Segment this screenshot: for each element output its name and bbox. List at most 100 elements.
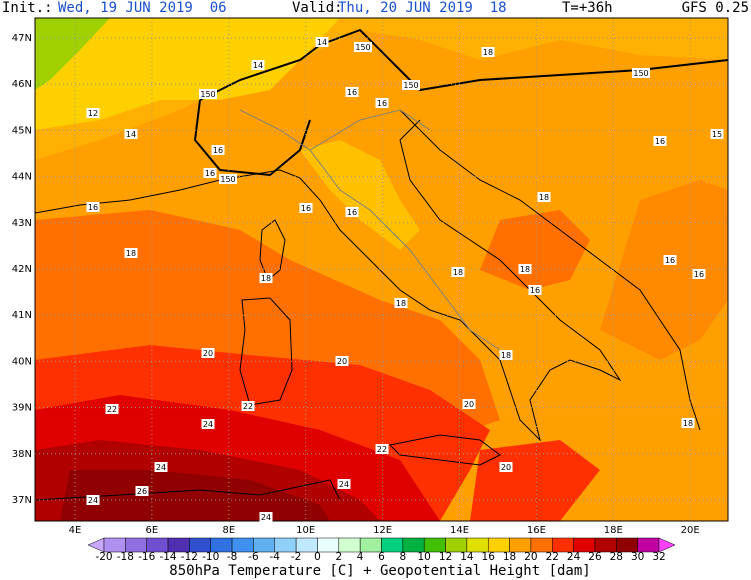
colorbar-box [381, 537, 404, 553]
lead-time: T=+36h [562, 0, 613, 16]
contour-label: 150 [355, 43, 370, 52]
lat-label: 44N [12, 172, 32, 183]
lat-label: 46N [12, 79, 32, 90]
colorbar-box [573, 537, 596, 553]
contour-label: 14 [253, 61, 263, 70]
contour-label: 16 [88, 203, 98, 212]
contour-label-box [375, 98, 389, 108]
contour-label: 16 [377, 99, 387, 108]
colorbar-box [466, 537, 489, 553]
colorbar-box [509, 537, 532, 553]
colorbar-box [338, 537, 361, 553]
contour-label-box [345, 207, 359, 217]
colorbar-tick-label: -10 [202, 551, 219, 563]
valid-label: Valid: [292, 0, 343, 16]
contour-label-box [335, 356, 349, 366]
colorbar-tick-label: 2 [335, 551, 342, 563]
contour-label: 20 [337, 357, 347, 366]
colorbar-box [189, 537, 211, 553]
contour-label-box [710, 129, 724, 139]
contour-label: 18 [683, 419, 693, 428]
contour-label: 18 [126, 249, 136, 258]
lon-label: 4E [69, 525, 82, 536]
contour-label: 24 [203, 420, 213, 429]
lon-label: 6E [146, 525, 159, 536]
contour-label: 16 [694, 270, 704, 279]
borders [239, 109, 501, 351]
contour-label-box [537, 192, 551, 202]
colorbar-box [402, 537, 425, 553]
contour-label: 12 [88, 109, 98, 118]
lat-label: 39N [12, 403, 32, 414]
colorbar-tick-label: 20 [524, 551, 537, 563]
lat-label: 47N [12, 33, 32, 44]
colorbar-tick-label: -14 [159, 551, 176, 563]
contour-label-box [451, 267, 465, 277]
contour-label: 150 [200, 90, 215, 99]
colorbar-box [594, 537, 617, 553]
contour-label-box [481, 47, 495, 57]
contour-label-box [345, 87, 359, 97]
colorbar-tick-label: 14 [460, 551, 474, 563]
valid-time: Thu, 20 JUN 2019 18 [338, 0, 507, 16]
contour-label: 16 [347, 208, 357, 217]
colorbar-tick-label: -12 [181, 551, 198, 563]
contour-label: 18 [396, 299, 406, 308]
contour-label-box [219, 174, 237, 184]
contour-label: 14 [126, 130, 136, 139]
contour-label: 20 [501, 463, 511, 472]
contour-label: 18 [520, 265, 530, 274]
contour-label-box [203, 168, 217, 178]
contour-label: 16 [655, 137, 665, 146]
colorbar-box [295, 537, 318, 553]
colorbar-tick-label: 32 [652, 551, 665, 563]
contour-label: 22 [243, 402, 253, 411]
lon-label: 14E [450, 525, 469, 536]
colorbar-box [231, 537, 254, 553]
colorbar-box [253, 537, 276, 553]
contour-label-box [299, 203, 313, 213]
contour-label-box [337, 479, 351, 489]
colorbar-tick-label: 0 [314, 551, 321, 563]
colorbar-tick-label: 28 [610, 551, 623, 563]
contour-label-box [259, 512, 273, 522]
contour-label-box [375, 444, 389, 454]
colorbar-tick-label: 6 [378, 551, 385, 563]
contour-label: 16 [205, 169, 215, 178]
contour-label: 14 [317, 38, 327, 47]
colorbar-box [423, 537, 446, 553]
lon-label: 16E [527, 525, 546, 536]
colorbar-tick-label: -4 [270, 551, 281, 563]
contour-label: 15 [712, 130, 722, 139]
colorbar-box [103, 537, 126, 553]
contour-label-box [315, 37, 329, 47]
colorbar-title: 850hPa Temperature [C] + Geopotential He… [169, 563, 590, 579]
contour-label-box [663, 255, 677, 265]
contour-label: 24 [339, 480, 349, 489]
map-frame [34, 17, 729, 522]
colorbar-tick-label: 10 [418, 551, 431, 563]
colorbar-box [637, 537, 660, 553]
lat-label: 45N [12, 125, 32, 136]
contour-label: 16 [347, 88, 357, 97]
lat-label: 43N [12, 218, 32, 229]
contour-label-box [201, 419, 215, 429]
contour-label-box [692, 269, 706, 279]
contour-label: 150 [633, 69, 648, 78]
contour-label: 20 [464, 400, 474, 409]
contour-label: 16 [301, 204, 311, 213]
contour-label: 150 [220, 175, 235, 184]
contour-label: 18 [539, 193, 549, 202]
contour-label: 18 [453, 268, 463, 277]
contour-label: 18 [501, 351, 511, 360]
colorbar-tick-label: 12 [439, 551, 452, 563]
contour-label-box [86, 202, 100, 212]
model-name: GFS 0.25 [682, 0, 749, 16]
lon-label: 20E [681, 525, 700, 536]
colorbar-tick-label: -18 [117, 551, 134, 563]
lat-label: 37N [12, 495, 32, 506]
contour-label-box [124, 129, 138, 139]
colorbar-tick-label: 24 [567, 551, 581, 563]
contour-label-box [354, 42, 372, 52]
